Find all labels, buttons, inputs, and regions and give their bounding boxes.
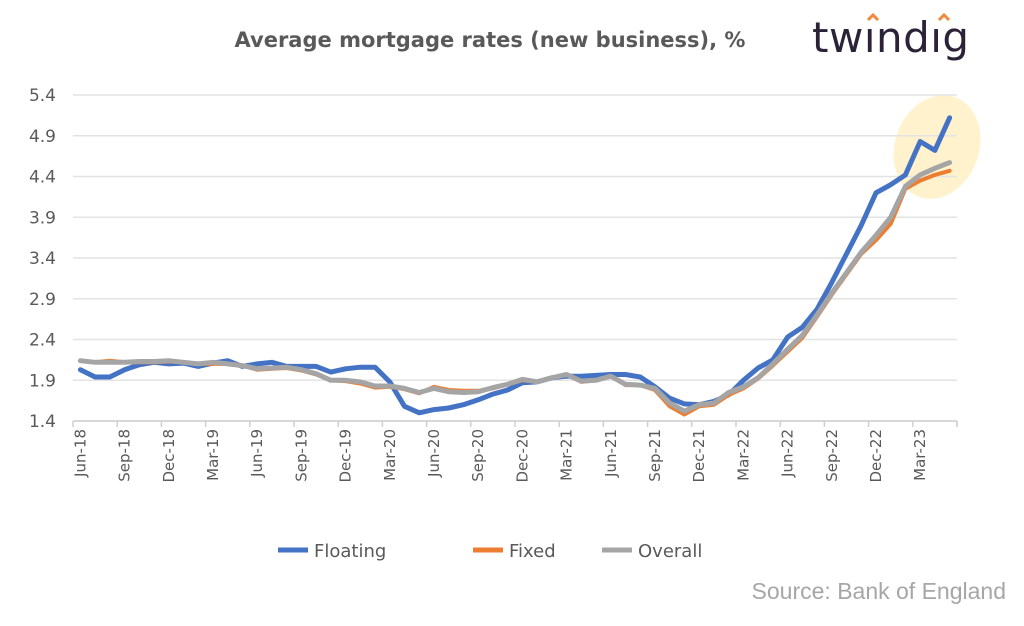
x-tick-label: Dec-19 xyxy=(337,429,355,483)
y-tick-label: 3.4 xyxy=(29,249,56,269)
y-tick-label: 5.4 xyxy=(29,86,56,106)
logo-caret-icon xyxy=(937,12,951,22)
source-note: Source: Bank of England xyxy=(751,578,1006,604)
x-tick-label: Dec-18 xyxy=(160,429,178,483)
logo-graphic: twındıg xyxy=(812,12,970,62)
y-tick-label: 2.4 xyxy=(29,331,56,351)
x-tick-label: Jun-22 xyxy=(779,429,797,478)
x-tick-label: Sep-21 xyxy=(646,429,664,482)
x-tick-label: Mar-23 xyxy=(911,429,929,481)
y-tick-label: 1.9 xyxy=(29,371,56,391)
logo-caret-icon xyxy=(866,12,880,22)
x-tick-label: Jun-21 xyxy=(602,429,620,478)
series-line-overall xyxy=(77,160,953,414)
legend-label-fixed: Fixed xyxy=(509,541,556,562)
y-tick-label: 4.4 xyxy=(29,168,56,188)
svg-text:twındıg: twındıg xyxy=(812,13,970,62)
legend-label-floating: Floating xyxy=(314,541,386,562)
x-tick-label: Jun-19 xyxy=(248,429,266,478)
x-tick-label: Mar-22 xyxy=(734,429,752,481)
series-line-fixed xyxy=(78,168,952,417)
x-tick-label: Dec-21 xyxy=(690,429,708,483)
y-tick-label: 4.9 xyxy=(29,127,56,147)
twindig-logo: twındıg xyxy=(812,10,982,70)
x-tick-label: Mar-19 xyxy=(204,429,222,481)
chart-title: Average mortgage rates (new business), % xyxy=(234,28,746,52)
series-line-floating xyxy=(77,115,953,416)
x-tick-label: Dec-22 xyxy=(867,429,885,483)
x-tick-label: Sep-19 xyxy=(292,429,310,482)
x-tick-label: Dec-20 xyxy=(513,429,531,483)
y-tick-label: 3.9 xyxy=(29,208,56,228)
x-tick-label: Jun-18 xyxy=(71,429,89,478)
x-tick-label: Mar-20 xyxy=(381,429,399,481)
legend-label-overall: Overall xyxy=(638,541,702,562)
y-tick-label: 1.4 xyxy=(29,412,56,432)
x-tick-label: Sep-20 xyxy=(469,429,487,482)
x-tick-label: Sep-18 xyxy=(116,429,134,482)
x-tick-label: Sep-22 xyxy=(823,429,841,482)
y-tick-label: 2.9 xyxy=(29,290,56,310)
x-tick-label: Mar-21 xyxy=(558,429,576,481)
x-tick-label: Jun-20 xyxy=(425,429,443,478)
